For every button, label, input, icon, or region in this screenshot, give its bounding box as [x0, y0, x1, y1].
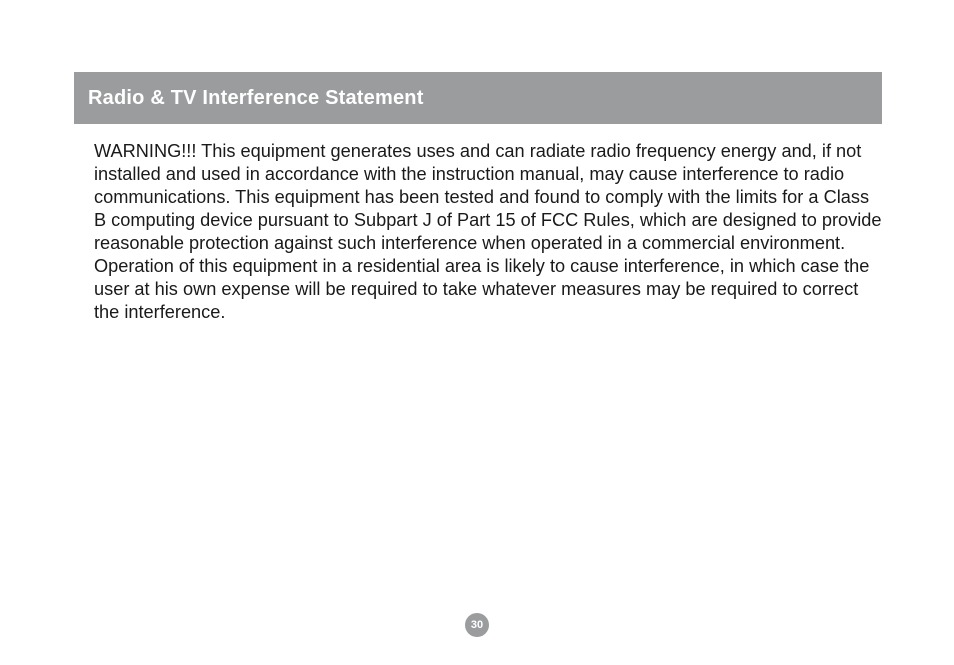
section-heading-bar: Radio & TV Interference Statement — [74, 72, 882, 124]
document-page: Radio & TV Interference Statement WARNIN… — [0, 0, 954, 665]
page-number-label: 30 — [471, 620, 483, 631]
section-heading-title: Radio & TV Interference Statement — [88, 87, 424, 110]
warning-paragraph: WARNING!!! This equipment generates uses… — [94, 140, 882, 324]
page-number-badge: 30 — [465, 613, 489, 637]
